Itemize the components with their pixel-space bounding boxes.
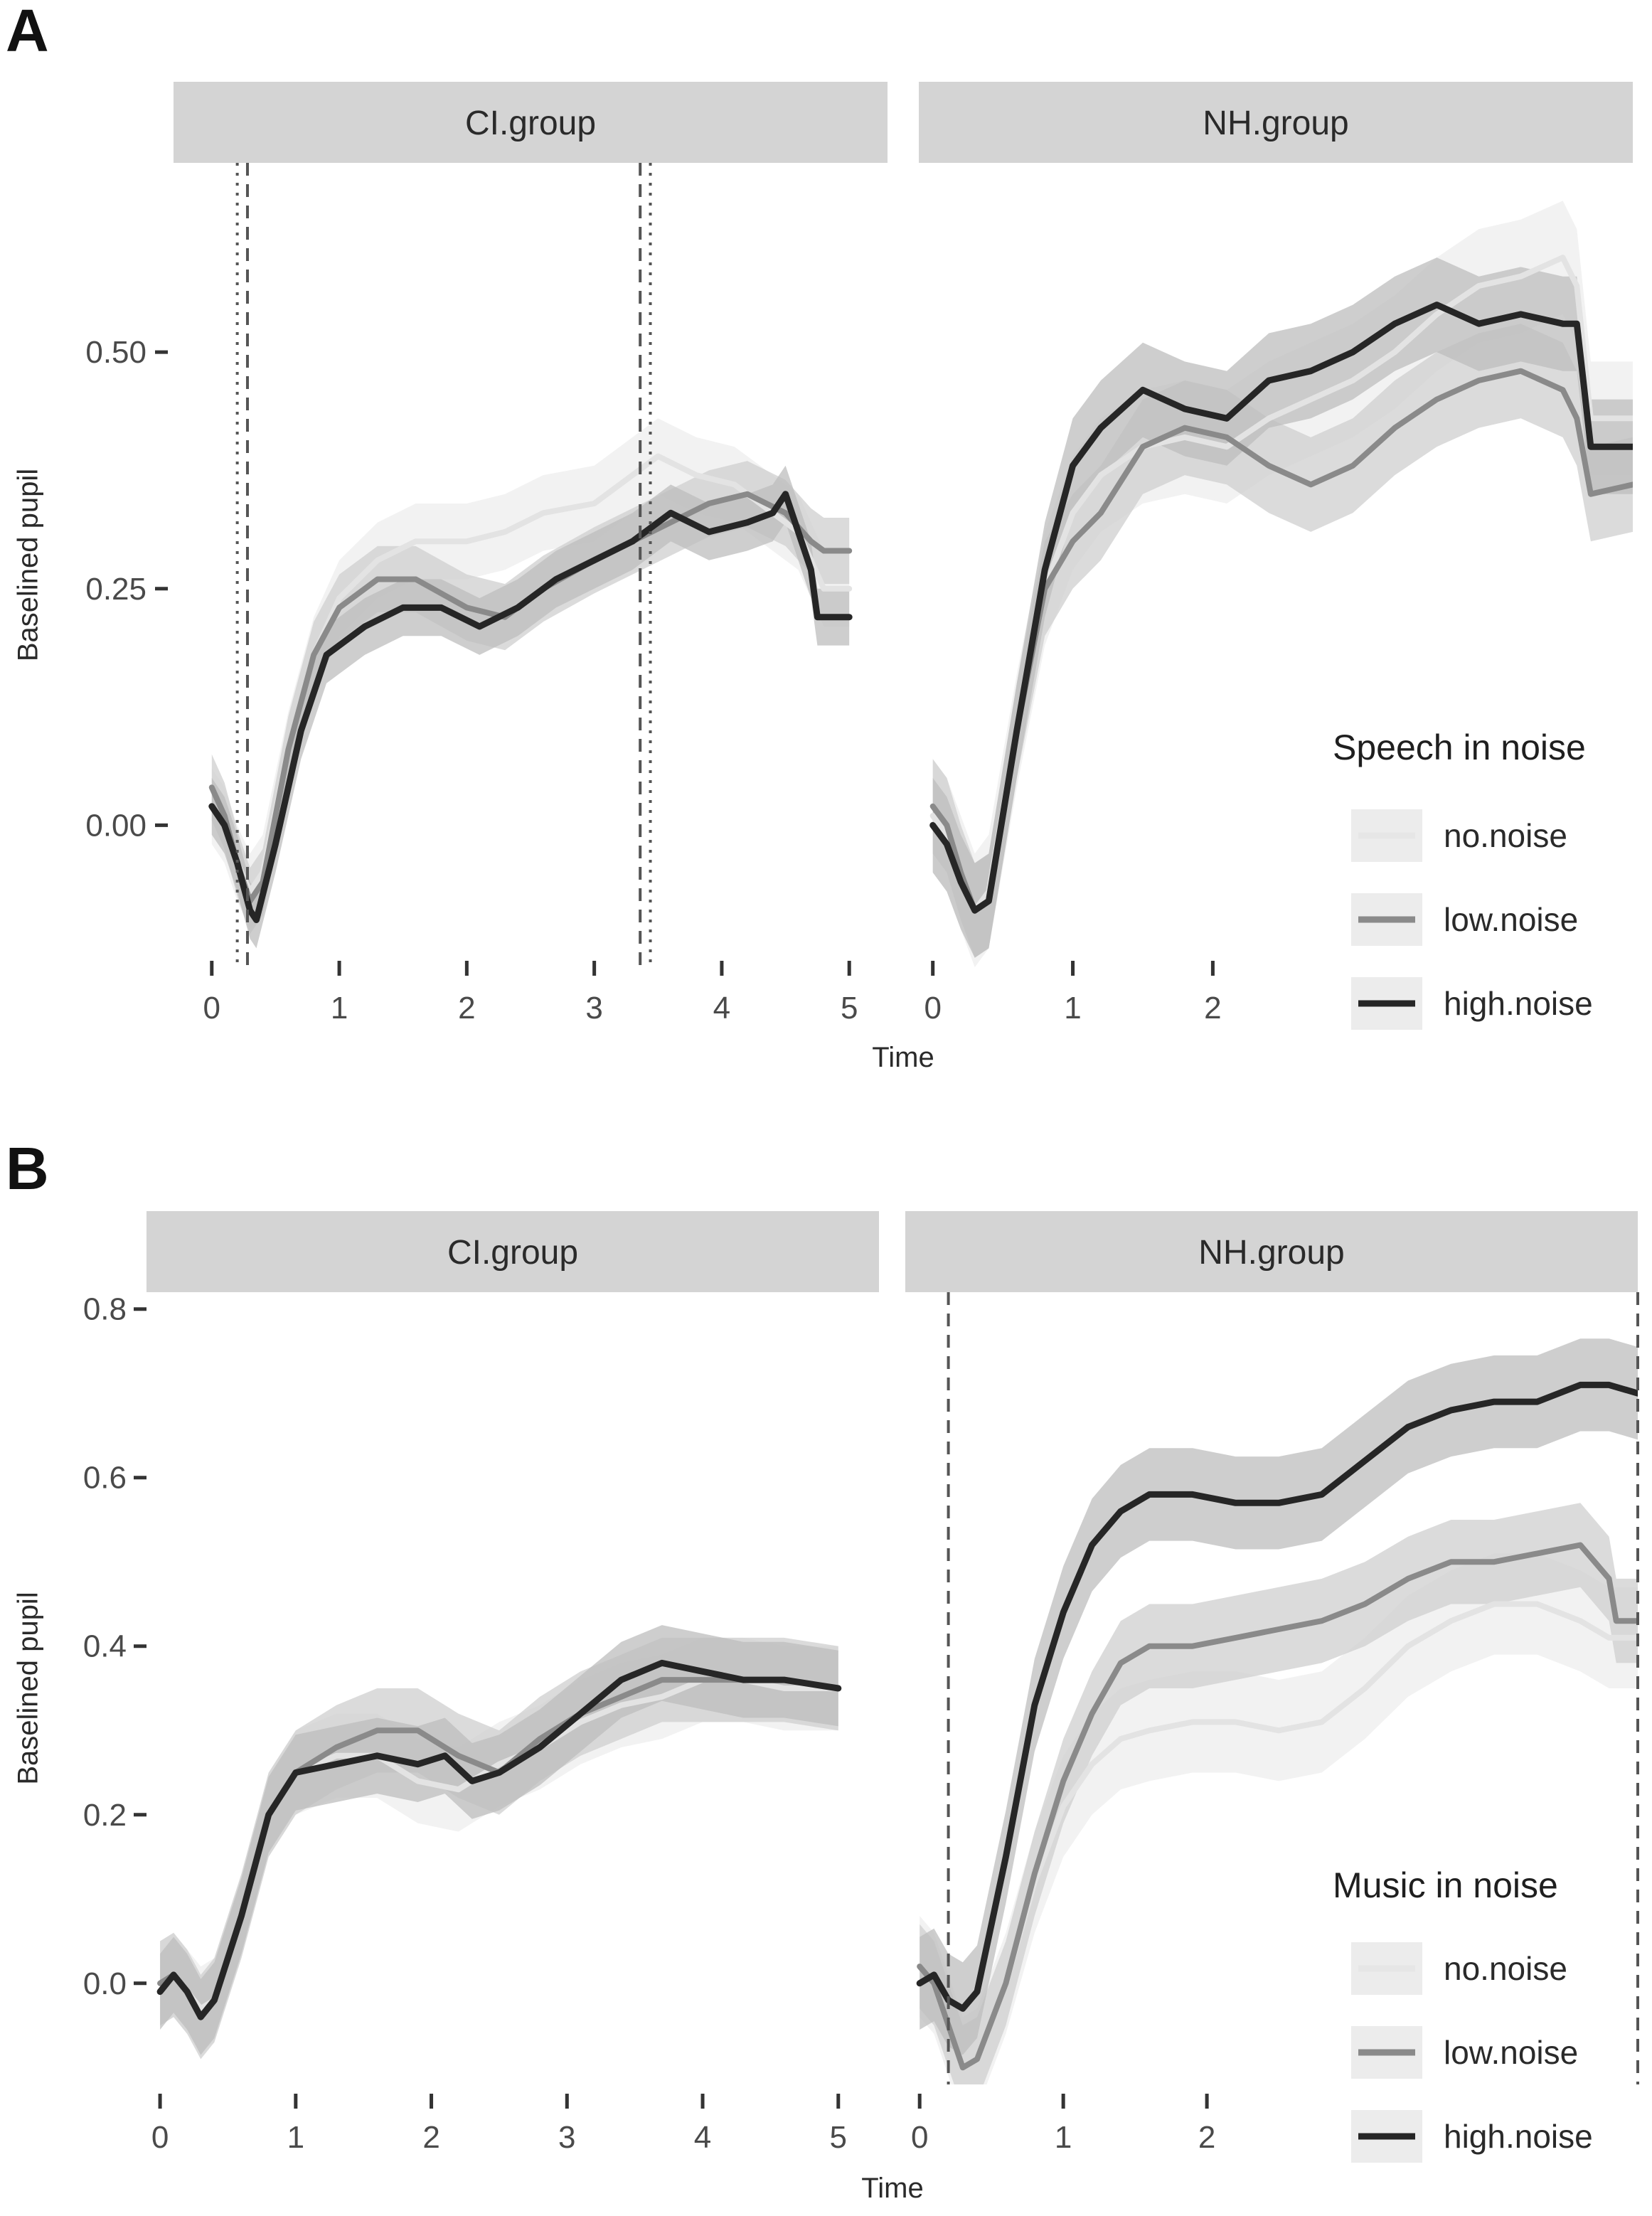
x-tick-label: 2 [422,2120,439,2155]
legend-label: high.noise [1444,2118,1593,2155]
facet-strip [905,1211,1638,1292]
facet-nh-group: NH.group 0 1 2 [919,82,1633,1026]
legend: Music in noise no.noise low.noise high.nois… [1333,1865,1593,2163]
legend: Speech in noise no.noise low.noise high.noi… [1333,728,1593,1030]
facet-title: NH.group [1198,1234,1344,1272]
facet-ci-group: CI.group 0 1 2 3 4 5 [146,1211,879,2155]
facet-strip [146,1211,879,1292]
x-tick-label: 2 [1198,2120,1215,2155]
x-axis-title: Time [861,2173,923,2204]
x-tick-label: 2 [458,991,475,1026]
x-tick-label: 1 [1064,991,1081,1026]
legend-label: low.noise [1444,2034,1578,2071]
plot-area [208,418,853,949]
plot-area [916,1338,1638,2084]
x-tick-label: 0 [924,991,941,1026]
legend-entry-low-noise: low.noise [1351,2026,1578,2079]
x-tick-label: 2 [1204,991,1221,1026]
ci-band-low-noise [920,1503,1638,2084]
series-line-high-noise [208,491,853,923]
ci-band-high-noise [160,1625,838,2055]
legend-label: no.noise [1444,1950,1567,1987]
panel-a: A Baselined pupil 0.00 0.25 0.50 CI.group 0 1 2 3… [6,0,1633,1073]
panel-b: B Baselined pupil 0.0 0.2 0.4 0.6 0.8 CI.group 0… [6,1135,1639,2204]
series-line-low-noise [917,1542,1638,2071]
y-axis-title: Baselined pupil [13,1592,44,1784]
legend-label: high.noise [1444,985,1593,1022]
x-axis-title: Time [872,1042,934,1073]
series-line-no-noise [929,255,1633,914]
y-tick-label: 0.2 [83,1798,127,1833]
facet-title: CI.group [465,105,596,142]
series-line-low-noise [208,491,853,904]
legend-title: Music in noise [1333,1865,1558,1905]
x-tick-label: 4 [694,2120,711,2155]
legend-entry-high-noise: high.noise [1351,2110,1593,2163]
plot-area [156,1625,842,2060]
x-tick-label: 1 [331,991,348,1026]
facet-title: NH.group [1203,105,1348,142]
x-tick-label: 4 [713,991,730,1026]
y-tick-label: 0.00 [85,808,146,843]
ci-band-low-noise [932,324,1633,958]
facet-strip [919,82,1633,163]
y-tick-label: 0.50 [85,335,146,370]
y-tick-label: 0.8 [83,1292,127,1327]
ci-band-low-noise [211,461,850,934]
series-line-no-noise [917,1601,1638,2071]
ci-band-high-noise [920,1338,1638,2055]
x-tick-label: 0 [151,2120,169,2155]
y-tick-label: 0.6 [83,1461,127,1496]
ci-band-no-noise [211,418,850,929]
legend-entry-low-noise: low.noise [1351,893,1578,946]
facet-nh-group: NH.group 0 1 2 [905,1211,1639,2155]
x-tick-label: 5 [830,2120,847,2155]
y-tick-label: 0.4 [83,1629,127,1664]
facet-strip [174,82,888,163]
x-tick-label: 3 [585,991,602,1026]
legend-entry-no-noise: no.noise [1351,1942,1567,1995]
y-tick-label: 0.0 [83,1966,127,2001]
series-line-high-noise [929,302,1633,914]
series-line-no-noise [157,1677,841,2012]
legend-label: no.noise [1444,817,1567,854]
plot-area [929,201,1633,967]
legend-entry-high-noise: high.noise [1351,977,1593,1030]
legend-label: low.noise [1444,901,1578,938]
series-line-high-noise [916,1381,1638,2012]
x-tick-label: 0 [203,991,220,1026]
ci-band-high-noise [932,257,1633,958]
x-tick-label: 5 [841,991,858,1026]
panel-label: A [6,0,49,64]
panel-label: B [6,1135,49,1202]
facet-title: CI.group [447,1234,578,1272]
x-tick-label: 3 [558,2120,575,2155]
legend-entry-no-noise: no.noise [1351,809,1567,862]
x-tick-label: 0 [911,2120,928,2155]
facet-ci-group: CI.group 0 1 2 3 4 5 [174,82,888,1026]
series-line-high-noise [156,1659,842,2020]
y-tick-label: 0.25 [85,572,146,607]
x-tick-label: 1 [287,2120,304,2155]
legend-title: Speech in noise [1333,728,1586,767]
y-axis-title: Baselined pupil [13,469,44,661]
x-tick-label: 1 [1055,2120,1072,2155]
